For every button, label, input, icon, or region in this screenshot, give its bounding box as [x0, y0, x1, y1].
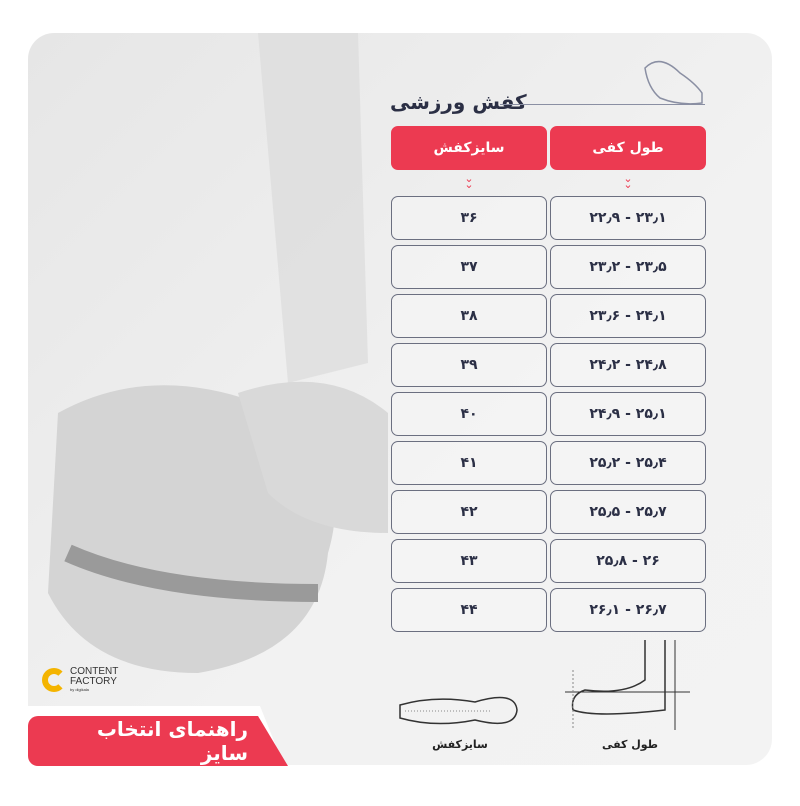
foot-length-cell: ۲۵٫۸ - ۲۶: [550, 539, 706, 583]
shoe-size-cell: ۴۳: [391, 539, 547, 583]
foot-length-diagram-label: طول کفی: [601, 738, 659, 751]
logo-line3: by digikala: [70, 687, 89, 692]
logo-icon: [42, 667, 66, 692]
header-shoe-size: سایزکفش: [391, 126, 547, 170]
logo-line1: CONTENT: [70, 666, 119, 677]
shoe-size-cell: ۴۲: [391, 490, 547, 534]
chevron-down-icon: ⌄ ⌄: [623, 172, 633, 191]
chevron-down-icon: ⌄ ⌄: [464, 172, 474, 191]
sneaker-photo: [48, 33, 388, 673]
foot-length-cell: ۲۵٫۲ - ۲۵٫۴: [550, 441, 706, 485]
logo-line2: FACTORY: [70, 676, 117, 687]
header-foot-length: طول کفی: [550, 126, 706, 170]
shoe-size-cell: ۳۷: [391, 245, 547, 289]
content-factory-logo: CONTENT FACTORY by digikala: [42, 667, 118, 692]
foot-length-cell: ۲۳٫۲ - ۲۳٫۵: [550, 245, 706, 289]
title-divider: [500, 104, 705, 105]
shoe-size-cell: ۴۰: [391, 392, 547, 436]
foot-length-cell: ۲۶٫۱ - ۲۶٫۷: [550, 588, 706, 632]
shoe-size-cell: ۴۱: [391, 441, 547, 485]
foot-length-cell: ۲۴٫۹ - ۲۵٫۱: [550, 392, 706, 436]
foot-length-cell: ۲۴٫۲ - ۲۴٫۸: [550, 343, 706, 387]
size-guide-banner: راهنمای انتخاب سایز: [28, 716, 288, 766]
foot-length-cell: ۲۳٫۶ - ۲۴٫۱: [550, 294, 706, 338]
shoe-size-cell: ۳۸: [391, 294, 547, 338]
shoe-size-cell: ۳۶: [391, 196, 547, 240]
sneaker-icon: [644, 60, 703, 105]
foot-length-cell: ۲۵٫۵ - ۲۵٫۷: [550, 490, 706, 534]
shoe-size-cell: ۴۴: [391, 588, 547, 632]
foot-diagram: [565, 640, 690, 730]
foot-length-cell: ۲۲٫۹ - ۲۳٫۱: [550, 196, 706, 240]
page-title: کفش ورزشی: [390, 90, 527, 114]
shoe-size-cell: ۳۹: [391, 343, 547, 387]
shoe-size-diagram-label: سایزکفش: [432, 738, 488, 751]
insole-diagram: [399, 696, 518, 725]
